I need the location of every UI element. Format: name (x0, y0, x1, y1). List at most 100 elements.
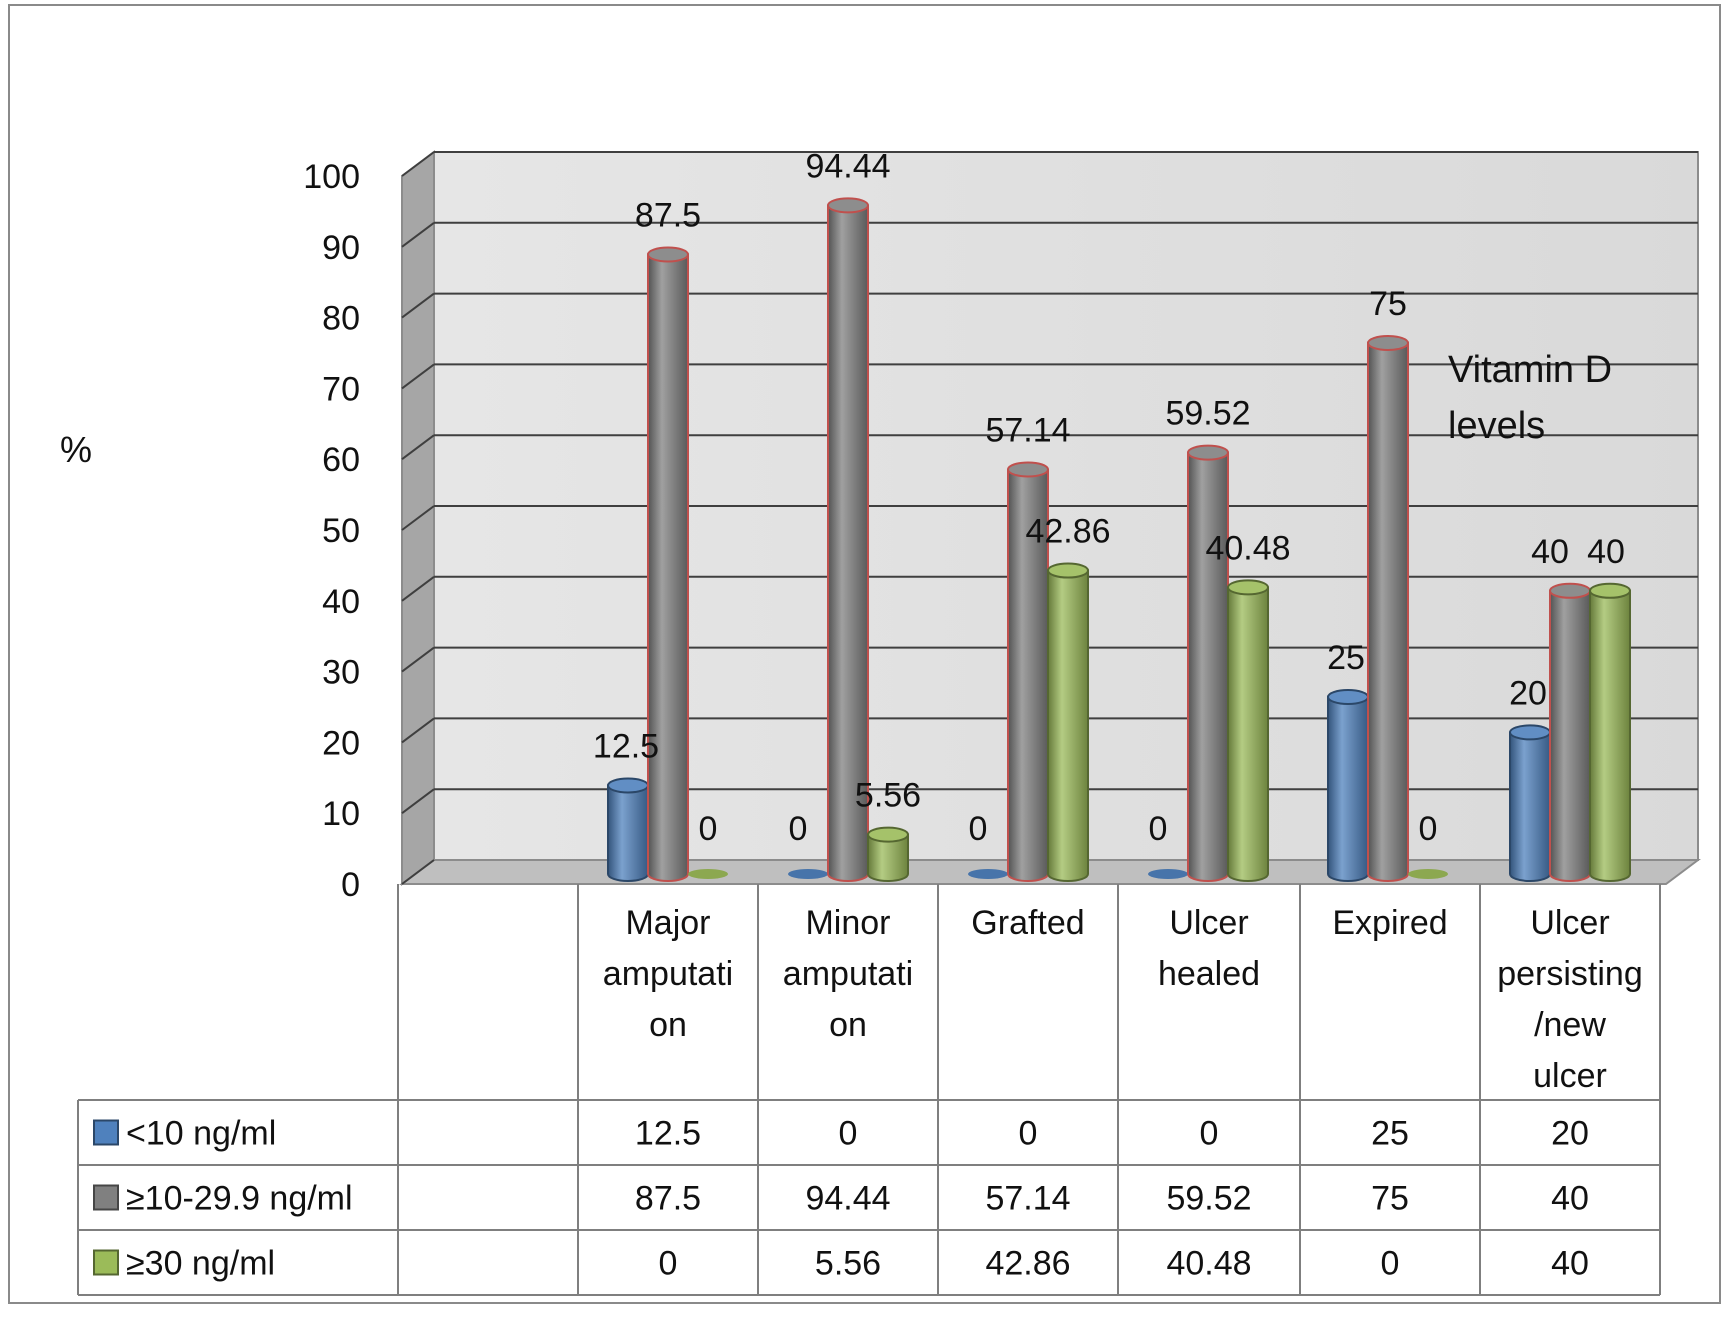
data-label: 40 (1531, 533, 1569, 571)
bar-0-2 (968, 869, 1008, 879)
table-cell: 0 (1200, 1115, 1219, 1153)
y-tick-label: 80 (322, 300, 360, 338)
y-tick-label: 10 (322, 795, 360, 833)
table-cell: 0 (1019, 1115, 1038, 1153)
data-label: 0 (1149, 810, 1168, 848)
y-tick-label: 20 (322, 724, 360, 762)
y-tick-label: 100 (303, 158, 360, 196)
category-label: healed (1158, 955, 1260, 993)
legend-swatch (93, 1184, 119, 1211)
table-cell: 12.5 (635, 1115, 701, 1153)
data-label: 0 (789, 810, 808, 848)
table-cell: 87.5 (635, 1180, 701, 1218)
data-label: 0 (1419, 810, 1438, 848)
table-cell: 57.14 (985, 1180, 1070, 1218)
annotation-text: Vitamin D (1448, 349, 1612, 391)
bar-1-5 (1549, 582, 1591, 882)
bar-2-4 (1408, 869, 1448, 879)
y-tick-label: 50 (322, 512, 360, 550)
legend-label: ≥10-29.9 ng/ml (126, 1180, 353, 1218)
gridline-side (401, 575, 435, 602)
bar-body (1549, 589, 1591, 882)
data-label: 40.48 (1205, 529, 1290, 567)
legend-swatch (93, 1249, 119, 1276)
bar-body (1047, 569, 1089, 882)
category-label: Major (625, 904, 710, 942)
table-cell: 40 (1551, 1245, 1589, 1283)
gridline-side (401, 788, 435, 815)
legend-label: ≥30 ng/ml (126, 1245, 275, 1283)
bar-cap (647, 246, 689, 263)
table-cell: 94.44 (805, 1180, 890, 1218)
y-tick-label: 30 (322, 654, 360, 692)
gridline-side (401, 222, 435, 248)
data-label: 42.86 (1025, 513, 1110, 551)
category-label: on (829, 1006, 867, 1044)
gridline-side (401, 717, 435, 744)
data-label: 5.56 (855, 777, 921, 815)
bar-cap (827, 197, 869, 214)
bar-cap (607, 777, 649, 794)
bar-2-5 (1589, 582, 1631, 882)
bar-2-1 (867, 826, 909, 882)
legend-label: <10 ng/ml (126, 1115, 276, 1153)
category-label: Minor (805, 904, 890, 942)
gridline-side (401, 505, 435, 531)
y-axis-label: % (60, 429, 92, 470)
data-label: 40 (1587, 533, 1625, 571)
bar-zero-disc (968, 869, 1008, 879)
bar-cap (1549, 582, 1591, 599)
data-label: 75 (1369, 285, 1407, 323)
annotation-text: levels (1448, 405, 1545, 447)
bar-cap (1187, 444, 1229, 461)
data-label: 20 (1509, 674, 1547, 712)
bar-1-4 (1367, 335, 1409, 882)
bar-0-5 (1509, 724, 1551, 882)
data-label: 57.14 (985, 411, 1070, 449)
data-label: 59.52 (1165, 395, 1250, 433)
bar-body (867, 833, 909, 882)
bar-body (1589, 589, 1631, 882)
bar-2-3 (1227, 579, 1269, 882)
bar-zero-disc (1148, 869, 1188, 879)
table-cell: 40 (1551, 1180, 1589, 1218)
bar-body (1327, 696, 1369, 882)
table-cell: 0 (1381, 1245, 1400, 1283)
bar-cap (867, 826, 909, 843)
y-tick-label: 90 (322, 229, 360, 267)
table-cell: 0 (659, 1245, 678, 1283)
data-label: 87.5 (635, 197, 701, 235)
gridline-side (401, 646, 435, 673)
bar-body (1227, 586, 1269, 882)
category-label: Ulcer (1530, 904, 1609, 942)
data-label: 25 (1327, 639, 1365, 677)
table-cell: 40.48 (1166, 1245, 1251, 1283)
category-label: amputati (783, 955, 913, 993)
category-label: Grafted (971, 904, 1084, 942)
bar-body (1187, 451, 1229, 882)
table-cell: 5.56 (815, 1245, 881, 1283)
bar-zero-disc (788, 869, 828, 879)
bar-cap (1227, 579, 1269, 596)
table-cell: 25 (1371, 1115, 1409, 1153)
bar-body (607, 784, 649, 882)
legend-swatch (93, 1119, 119, 1146)
gridline-side (401, 363, 435, 390)
bar-cap (1327, 689, 1369, 705)
bar-body (1509, 731, 1551, 882)
bar-2-2 (1047, 562, 1089, 882)
table-cell: 59.52 (1166, 1180, 1251, 1218)
bar-cap (1047, 562, 1089, 579)
y-tick-label: 70 (322, 370, 360, 408)
category-label: /new (1534, 1006, 1606, 1044)
gridline-side (401, 151, 435, 177)
category-label: persisting (1497, 955, 1643, 993)
data-label: 94.44 (805, 147, 890, 185)
category-label: ulcer (1533, 1057, 1607, 1095)
bar-2-0 (688, 869, 728, 879)
bar-cap (1367, 335, 1409, 351)
bar-zero-disc (1408, 869, 1448, 879)
bar-cap (1589, 582, 1631, 599)
table-cell: 20 (1551, 1115, 1589, 1153)
bar-body (647, 253, 689, 882)
